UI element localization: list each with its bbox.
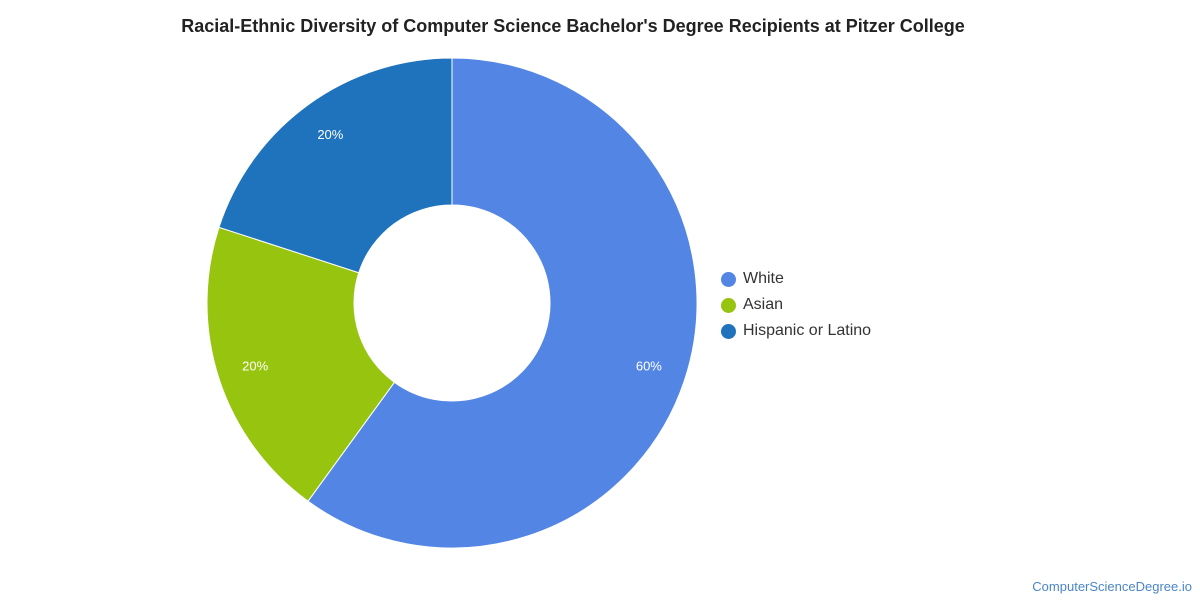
source-watermark[interactable]: ComputerScienceDegree.io [1032,579,1192,594]
legend-item-asian[interactable]: Asian [721,292,871,318]
slice-label-hispanic-or-latino: 20% [317,127,343,142]
legend-swatch-hispanic-or-latino [721,324,736,339]
slice-label-asian: 20% [242,358,268,373]
legend-label-white: White [743,270,784,288]
legend-label-hispanic-or-latino: Hispanic or Latino [743,322,871,340]
legend: White Asian Hispanic or Latino [721,266,871,344]
legend-item-white[interactable]: White [721,266,871,292]
slice-label-white: 60% [636,358,662,373]
legend-item-hispanic-or-latino[interactable]: Hispanic or Latino [721,318,871,344]
legend-swatch-asian [721,298,736,313]
slices-group [207,58,697,548]
legend-swatch-white [721,272,736,287]
legend-label-asian: Asian [743,296,783,314]
